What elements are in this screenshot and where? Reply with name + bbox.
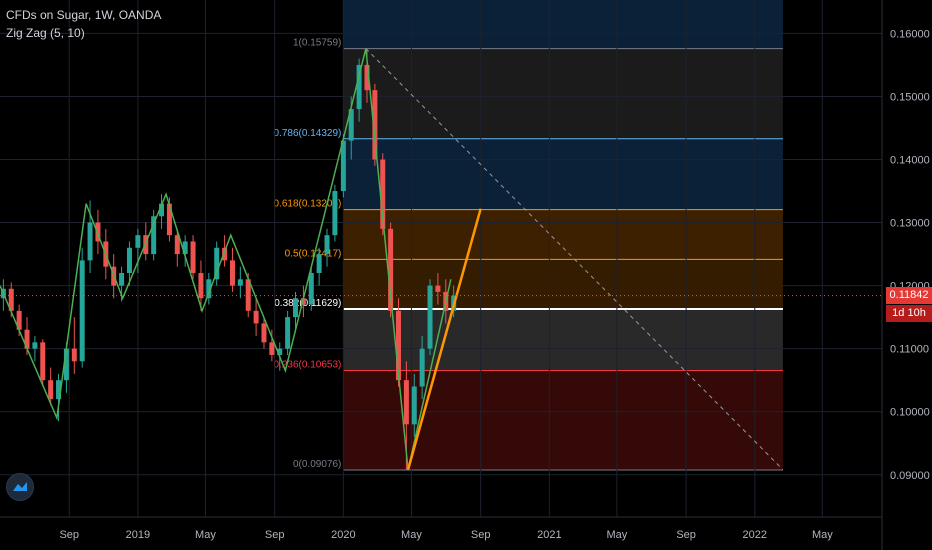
candle-body: [237, 279, 243, 286]
candle-body: [308, 273, 314, 305]
chart-drawings[interactable]: [0, 48, 882, 471]
symbol-title: CFDs on Sugar, 1W, OANDA: [6, 8, 162, 22]
candle-body: [229, 260, 235, 286]
fib-level-label: 0.618(0.13206): [274, 199, 342, 210]
candle-body: [95, 222, 101, 242]
fib-level-label: 0.382(0.11629): [274, 298, 341, 309]
candle-body: [190, 241, 196, 274]
candle-body: [356, 64, 362, 110]
time-tick-label: Sep: [471, 529, 491, 541]
current-price-badge: 0.11842: [886, 286, 932, 304]
candle-body: [206, 279, 212, 299]
fib-zone: [343, 259, 783, 310]
candle-body: [159, 203, 165, 217]
price-tick-label: 0.16000: [890, 28, 930, 40]
fib-trend-line: [365, 48, 784, 471]
candlestick-series: [0, 48, 457, 470]
price-tick-label: 0.13000: [890, 218, 930, 230]
trend-line: [406, 208, 482, 471]
time-tick-label: May: [401, 529, 422, 541]
candle-body: [79, 260, 85, 362]
fib-zone: [343, 138, 783, 210]
candle-body: [182, 241, 188, 255]
fib-level-label: 0.5(0.12417): [285, 248, 342, 259]
candle-body: [269, 342, 275, 355]
fib-zone: [343, 209, 783, 260]
tradingview-logo-icon[interactable]: [6, 473, 34, 501]
fibonacci-retracement[interactable]: 0(0.09076) 0.236(0.10653) 0.382(0.11629) 0.…: [274, 0, 783, 471]
time-tick-label: May: [812, 529, 833, 541]
candle-body: [32, 342, 38, 349]
candle-body: [261, 323, 267, 343]
time-tick-label: Sep: [265, 529, 285, 541]
candle-body: [222, 247, 228, 261]
candle-body: [16, 310, 22, 330]
candle-body: [372, 90, 378, 160]
fib-zone: [343, 0, 783, 49]
time-tick-label: May: [195, 529, 216, 541]
candle-body: [40, 342, 46, 381]
fib-level-label: 0.236(0.10653): [274, 360, 342, 371]
time-tick-label: Sep: [676, 529, 696, 541]
candle-body: [126, 247, 132, 274]
fib-zone: [343, 370, 783, 470]
time-tick-label: 2021: [537, 529, 561, 541]
candle-body: [135, 235, 141, 248]
zigzag-line: [0, 48, 452, 470]
candle-body: [174, 235, 180, 255]
candle-body: [293, 298, 299, 318]
candle-body: [316, 254, 322, 274]
candle-body: [214, 247, 220, 280]
time-tick-label: 2020: [331, 529, 355, 541]
price-tick-label: 0.11000: [890, 344, 929, 356]
candle-body: [340, 140, 346, 192]
price-tick-label: 0.09000: [890, 470, 930, 482]
time-tick-label: 2022: [743, 529, 767, 541]
candle-body: [245, 279, 251, 311]
candle-body: [403, 380, 409, 425]
price-tick-label: 0.10000: [890, 407, 930, 419]
candle-body: [48, 380, 54, 400]
candle-body: [166, 203, 172, 236]
candle-body: [411, 386, 417, 425]
candle-body: [364, 64, 370, 91]
price-tick-label: 0.14000: [890, 155, 930, 167]
candle-body: [324, 235, 330, 255]
indicator-title: Zig Zag (5, 10): [6, 26, 85, 40]
candle-body: [151, 216, 157, 255]
candle-body: [285, 317, 291, 349]
candle-body: [396, 310, 402, 381]
candle-body: [63, 348, 69, 381]
candle-body: [24, 329, 30, 349]
candle-body: [87, 222, 93, 261]
fib-level-label: 1(0.15759): [293, 38, 341, 49]
candle-body: [119, 273, 125, 286]
time-tick-label: Sep: [59, 529, 79, 541]
candle-body: [419, 348, 425, 387]
candle-body: [277, 348, 283, 355]
bar-countdown-badge: 1d 10h: [886, 304, 932, 322]
candle-body: [8, 288, 14, 311]
fib-level-label: 0.786(0.14329): [274, 128, 342, 139]
candle-body: [435, 285, 441, 292]
chart-legend: CFDs on Sugar, 1W, OANDA Zig Zag (5, 10): [6, 6, 161, 42]
candle-body: [348, 109, 354, 141]
candle-body: [332, 191, 338, 236]
candle-body: [427, 285, 433, 349]
time-tick-label: 2019: [126, 529, 150, 541]
candle-body: [198, 273, 204, 299]
fib-zone: [343, 309, 783, 371]
fib-level-label: 0(0.09076): [293, 459, 341, 470]
candle-body: [56, 380, 62, 400]
time-tick-label: May: [607, 529, 628, 541]
candle-body: [253, 310, 259, 324]
candle-body: [388, 228, 394, 311]
fib-zone: [343, 48, 783, 139]
candle-body: [380, 159, 386, 229]
candle-body: [71, 348, 77, 362]
price-tick-label: 0.15000: [890, 91, 930, 103]
